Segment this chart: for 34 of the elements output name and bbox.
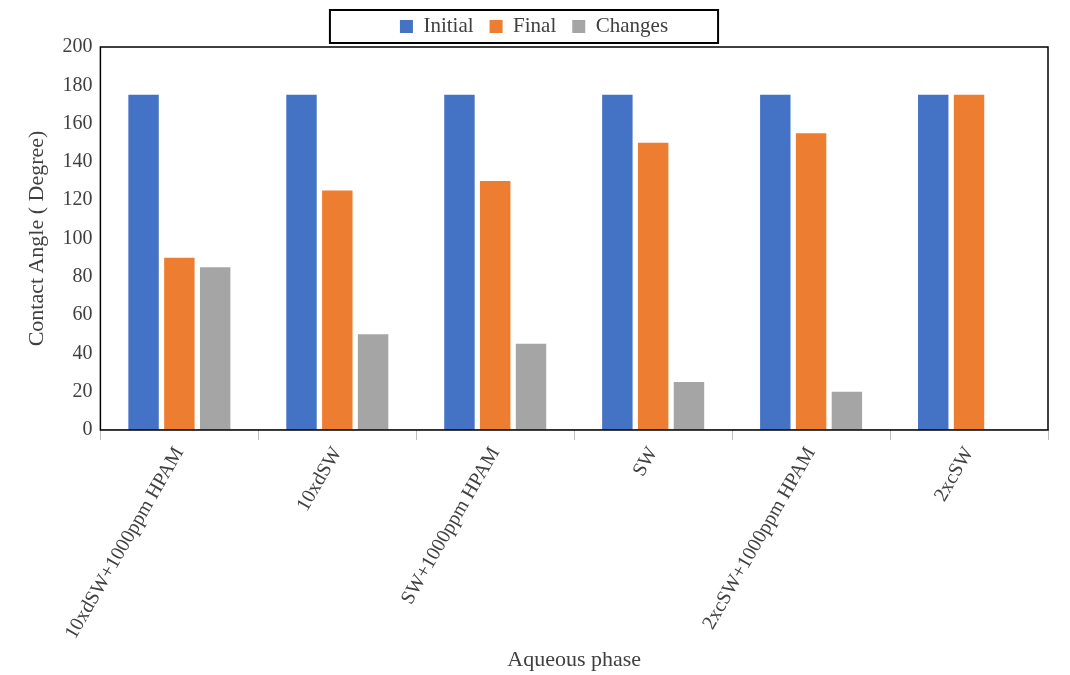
y-tick-label: 180: [62, 72, 93, 95]
bar: [515, 343, 547, 430]
y-tick-label: 80: [72, 264, 93, 287]
bar: [199, 267, 231, 430]
legend-label: Changes: [595, 13, 669, 38]
bar: [357, 334, 389, 430]
y-tick-label: 100: [62, 225, 93, 248]
y-tick-label: 140: [62, 149, 93, 172]
y-axis-title: Contact Angle ( Degree): [22, 130, 48, 347]
y-tick-label: 200: [62, 34, 93, 57]
x-tick-label: SW: [627, 442, 662, 480]
bar: [444, 94, 475, 430]
y-tick-label: 20: [72, 378, 93, 401]
bar: [164, 257, 195, 430]
bar: [128, 94, 159, 430]
bar: [760, 94, 791, 430]
bar: [480, 181, 511, 430]
y-tick-label: 120: [62, 187, 93, 210]
bar: [637, 142, 669, 430]
y-tick-label: 40: [72, 340, 93, 363]
y-tick-label: 160: [62, 110, 93, 133]
y-tick-label: 60: [72, 302, 93, 325]
legend-label: Final: [513, 13, 557, 38]
bar: [286, 94, 317, 430]
bar: [953, 94, 985, 430]
bar: [322, 190, 353, 430]
bar: [602, 94, 633, 430]
y-tick-label: 0: [82, 417, 93, 440]
x-axis-title: Aqueous phase: [507, 645, 642, 671]
bar: [918, 94, 949, 430]
legend-label: Initial: [423, 13, 474, 38]
bar: [831, 391, 863, 430]
bar: [795, 133, 827, 430]
bar: [673, 382, 705, 430]
